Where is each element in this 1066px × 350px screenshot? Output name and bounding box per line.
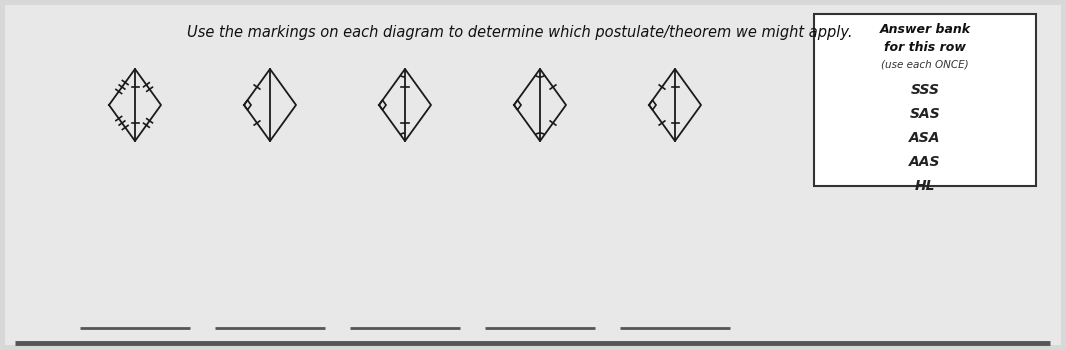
Text: ASA: ASA [909, 131, 941, 145]
Text: SAS: SAS [909, 107, 940, 121]
Text: AAS: AAS [909, 155, 941, 169]
Text: HL: HL [915, 179, 935, 193]
FancyBboxPatch shape [814, 14, 1036, 186]
Text: (use each ONCE): (use each ONCE) [882, 59, 969, 69]
Text: SSS: SSS [910, 83, 939, 97]
FancyBboxPatch shape [5, 5, 1061, 345]
Text: for this row: for this row [884, 41, 966, 54]
Text: Use the markings on each diagram to determine which postulate/theorem we might a: Use the markings on each diagram to dete… [188, 25, 853, 40]
Text: Answer bank: Answer bank [879, 23, 970, 36]
